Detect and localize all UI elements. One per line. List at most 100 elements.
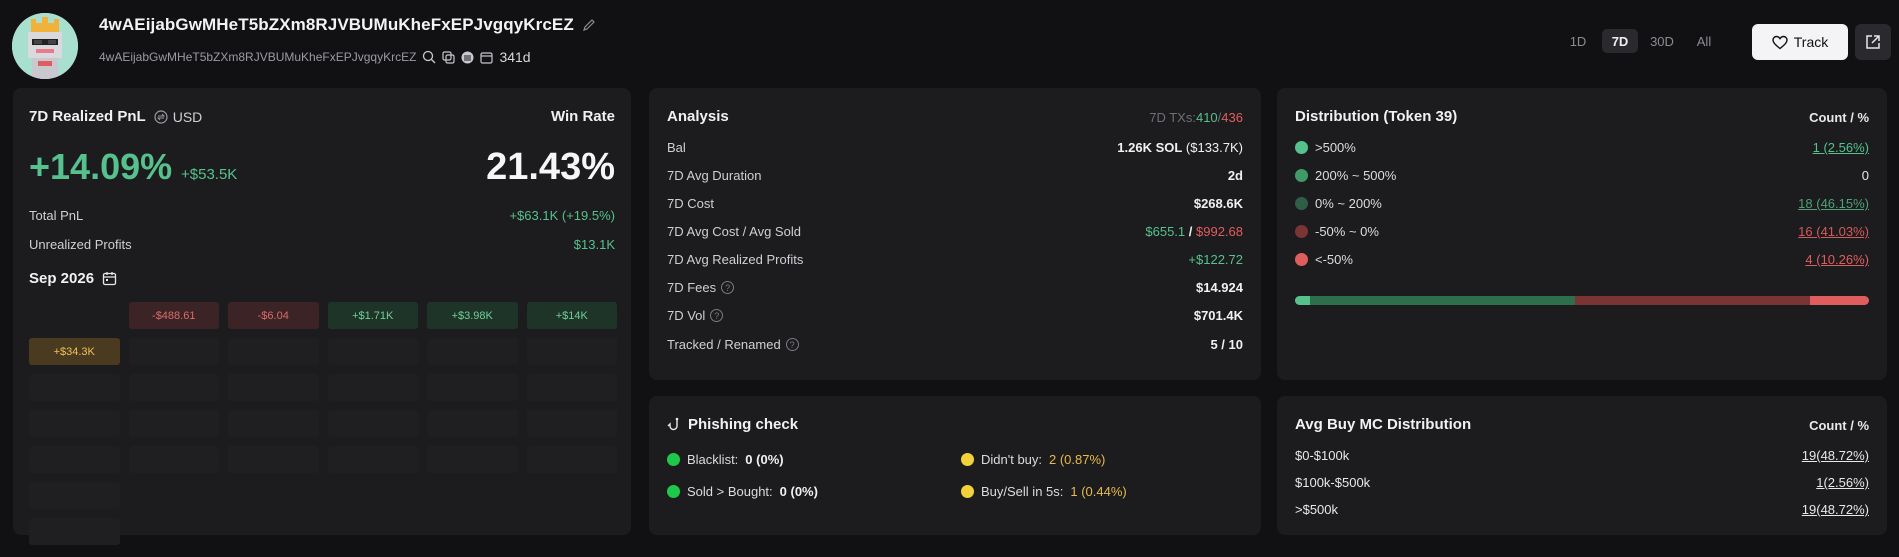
distribution-card: Distribution (Token 39) Count / % >500% 1… [1277, 88, 1887, 380]
wallet-subline: 4wAEijabGwMHeT5bZXm8RJVBUMuKheFxEPJvgqyK… [99, 49, 531, 65]
bucket-dot-icon [1295, 253, 1308, 266]
tx-sep: / [1217, 110, 1222, 125]
distribution-label-wrap: <-50% [1295, 252, 1353, 267]
unrealized-label: Unrealized Profits [29, 237, 132, 252]
share-button[interactable] [1855, 24, 1891, 60]
calendar-empty-cell [29, 374, 120, 401]
track-button[interactable]: Track [1752, 24, 1848, 60]
search-icon[interactable] [422, 50, 436, 64]
range-1d[interactable]: 1D [1569, 33, 1587, 49]
didnt-buy-item: Didn't buy: 2 (0.87%) [961, 452, 1105, 467]
tx-sell-count: 436 [1221, 110, 1243, 125]
total-pnl-value: +$63.1K (+19.5%) [509, 208, 615, 223]
vol-value: $701.4K [1193, 308, 1243, 323]
calendar-empty-cell [328, 518, 419, 545]
balance-label: Bal [667, 140, 686, 155]
avg-cost-sep: / [1185, 224, 1196, 239]
distribution-row: -50% ~ 0% 16 (41.03%) [1295, 224, 1869, 239]
mc-range-label: $0-$100k [1295, 448, 1350, 463]
mc-range-value[interactable]: 1(2.56%) [1816, 475, 1869, 490]
win-rate-label: Win Rate [550, 108, 615, 125]
calendar-empty-cell [427, 410, 518, 437]
distribution-label: <-50% [1315, 252, 1353, 267]
bucket-dot-icon [1295, 169, 1308, 182]
bucket-dot-icon [1295, 225, 1308, 238]
avg-realized-row: 7D Avg Realized Profits +$122.72 [667, 252, 1243, 267]
pnl-usd: +$53.5K [181, 166, 238, 183]
calendar-day-cell[interactable]: +$34.3K [29, 338, 120, 365]
status-dot-icon [961, 485, 974, 498]
avg-duration-row: 7D Avg Duration 2d [667, 168, 1243, 183]
phishing-title: Phishing check [688, 416, 799, 433]
mc-range-value[interactable]: 19(48.72%) [1801, 448, 1869, 463]
distribution-value[interactable]: 0 [1861, 168, 1869, 183]
currency-toggle[interactable]: USD [154, 109, 202, 125]
distribution-value[interactable]: 1 (2.56%) [1812, 140, 1869, 155]
calendar-day-cell[interactable]: -$6.04 [228, 302, 319, 329]
distribution-label-wrap: -50% ~ 0% [1295, 224, 1379, 239]
distribution-row: 200% ~ 500% 0 [1295, 168, 1869, 183]
range-all[interactable]: All [1696, 33, 1712, 49]
calendar-empty-cell [327, 410, 418, 437]
mc-range-label: >$500k [1295, 502, 1339, 517]
pnl-calendar: -$488.61 -$6.04 +$1.71K +$3.98K +$14K +$34.3K [29, 302, 617, 545]
buy-sell-5s-label: Buy/Sell in 5s: [981, 484, 1064, 499]
distribution-label: -50% ~ 0% [1315, 224, 1379, 239]
mc-range-value[interactable]: 19(48.72%) [1801, 502, 1869, 517]
calendar-month[interactable]: Sep 2026 [29, 270, 117, 287]
avg-cost-value: $655.1 [1145, 224, 1186, 239]
didnt-buy-value: 2 (0.87%) [1049, 452, 1106, 467]
help-icon[interactable]: ? [710, 309, 724, 322]
range-7d[interactable]: 7D [1602, 29, 1638, 53]
distribution-label: 0% ~ 200% [1315, 196, 1382, 211]
range-30d[interactable]: 30D [1650, 33, 1674, 49]
calendar-empty-cell [228, 410, 319, 437]
external-link-icon [1865, 34, 1881, 50]
vol-label-wrap: 7D Vol? [667, 308, 724, 323]
cost-value: $268.6K [1193, 196, 1243, 211]
calendar-icon [102, 271, 117, 286]
calendar-day-cell[interactable]: +$1.71K [327, 302, 418, 329]
mc-row: $0-$100k 19(48.72%) [1295, 448, 1869, 463]
track-label: Track [1793, 34, 1829, 50]
balance-row: Bal 1.26K SOL ($133.7K) [667, 140, 1243, 155]
mc-row: $100k-$500k 1(2.56%) [1295, 475, 1869, 490]
blacklist-label: Blacklist: [687, 452, 739, 467]
distribution-value[interactable]: 4 (10.26%) [1805, 252, 1869, 267]
help-icon[interactable]: ? [785, 338, 799, 351]
wallet-age: 341d [499, 49, 531, 65]
distribution-count-header: Count / % [1809, 110, 1869, 125]
wallet-address: 4wAEijabGwMHeT5bZXm8RJVBUMuKheFxEPJvgqyK… [99, 50, 417, 64]
distribution-bar [1295, 296, 1869, 305]
calendar-empty-cell [526, 374, 617, 401]
balance-usd: ($133.7K) [1182, 140, 1243, 155]
solscan-icon[interactable] [461, 51, 474, 64]
calendar-empty-cell [228, 374, 319, 401]
fees-row: 7D Fees? $14.924 [667, 280, 1243, 295]
wallet-avatar [12, 13, 78, 79]
edit-icon[interactable] [582, 18, 596, 32]
bucket-dot-icon [1295, 197, 1308, 210]
tx-label: 7D TXs: [1149, 110, 1196, 125]
distribution-value[interactable]: 16 (41.03%) [1798, 224, 1869, 239]
wallet-header: 4wAEijabGwMHeT5bZXm8RJVBUMuKheFxEPJvgqyK… [0, 0, 1899, 88]
calendar-empty-cell [29, 410, 120, 437]
copy-icon[interactable] [442, 50, 456, 64]
distribution-value[interactable]: 18 (46.15%) [1798, 196, 1869, 211]
calendar-empty-cell [128, 410, 219, 437]
total-pnl-row: Total PnL +$63.1K (+19.5%) [29, 208, 615, 223]
calendar-day-cell[interactable]: -$488.61 [128, 302, 219, 329]
wallet-title-text: 4wAEijabGwMHeT5bZXm8RJVBUMuKheFxEPJvgqyK… [99, 15, 574, 34]
total-pnl-label: Total PnL [29, 208, 84, 223]
calendar-empty-cell [526, 410, 617, 437]
calendar-day-cell[interactable]: +$3.98K [427, 302, 518, 329]
calendar-day-cell[interactable]: +$14K [526, 302, 617, 329]
distribution-bar-segment [1295, 296, 1310, 305]
distribution-bar-segment [1810, 296, 1869, 305]
calendar-empty-cell [327, 446, 418, 473]
help-icon[interactable]: ? [721, 281, 735, 294]
tracked-row: Tracked / Renamed? 5 / 10 [667, 337, 1243, 352]
month-label: Sep 2026 [29, 270, 95, 287]
avg-buy-mc-count-header: Count / % [1809, 418, 1869, 433]
sold-gt-bought-label: Sold > Bought: [687, 484, 773, 499]
